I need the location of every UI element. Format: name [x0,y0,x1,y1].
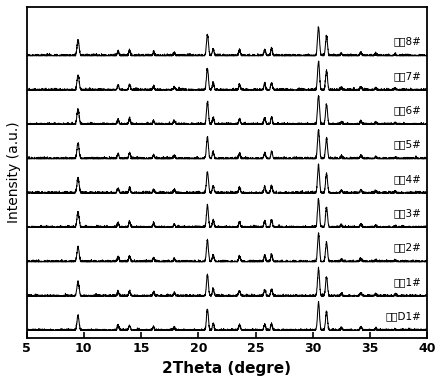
X-axis label: 2Theta (degre): 2Theta (degre) [163,361,291,376]
Text: 样品4#: 样品4# [394,174,422,184]
Text: 样品D1#: 样品D1# [386,311,422,321]
Text: 样品3#: 样品3# [394,208,422,218]
Text: 样品2#: 样品2# [394,242,422,252]
Y-axis label: Intensity (a.u.): Intensity (a.u.) [7,121,21,223]
Text: 样品6#: 样品6# [394,105,422,115]
Text: 样品5#: 样品5# [394,139,422,149]
Text: 样品8#: 样品8# [394,36,422,46]
Text: 样品1#: 样品1# [394,277,422,287]
Text: 样品7#: 样品7# [394,71,422,81]
